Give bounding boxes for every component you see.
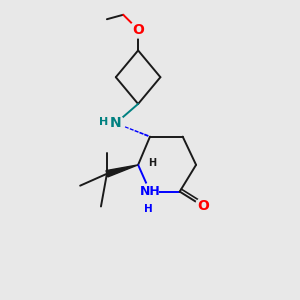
Text: H: H — [99, 117, 108, 127]
Circle shape — [130, 21, 146, 38]
Text: O: O — [198, 200, 209, 214]
Text: O: O — [132, 22, 144, 37]
Text: N: N — [110, 116, 122, 130]
Text: H: H — [148, 158, 157, 168]
Circle shape — [142, 183, 158, 200]
Text: NH: NH — [140, 185, 160, 198]
Text: H: H — [144, 204, 153, 214]
Circle shape — [107, 115, 124, 132]
Polygon shape — [106, 165, 138, 177]
Circle shape — [195, 198, 212, 215]
